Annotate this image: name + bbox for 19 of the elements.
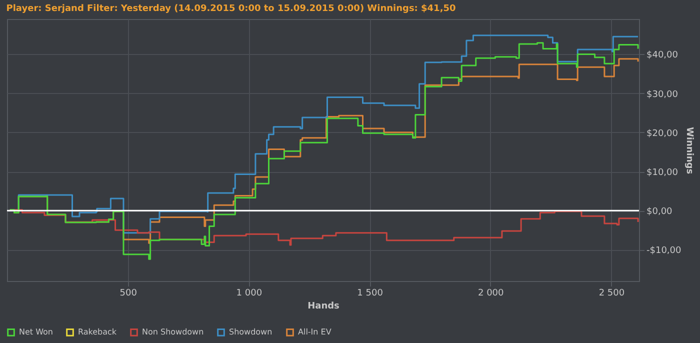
y-tick-label: $0,00 bbox=[646, 207, 673, 218]
x-tick-label: 2 500 bbox=[598, 288, 625, 298]
y-tick-label: $20,00 bbox=[646, 128, 678, 139]
x-tick-label: 1 000 bbox=[236, 288, 262, 298]
legend-label: All-In EV bbox=[298, 327, 332, 336]
legend-label: Non Showdown bbox=[142, 327, 204, 336]
chart-title: Player: Serjand Filter: Yesterday (14.09.2015 0:00 to 15.09.2015 0:00) Winnings: $41,50 bbox=[6, 4, 456, 14]
legend-label: Rakeback bbox=[78, 327, 117, 336]
x-tick-label: 500 bbox=[120, 288, 138, 298]
y-tick-label: $40,00 bbox=[646, 50, 678, 61]
legend-label: Net Won bbox=[19, 327, 53, 336]
y-tick-label: $30,00 bbox=[646, 90, 678, 100]
y-tick-label: -$10,00 bbox=[646, 246, 682, 256]
x-tick-label: 2 000 bbox=[478, 288, 504, 298]
legend-label: Showdown bbox=[229, 327, 272, 336]
y-tick-label: $10,00 bbox=[646, 168, 678, 178]
x-tick-label: 1 500 bbox=[357, 288, 384, 298]
y-axis-title: Winnings bbox=[684, 126, 694, 174]
x-axis-title: Hands bbox=[308, 302, 340, 312]
